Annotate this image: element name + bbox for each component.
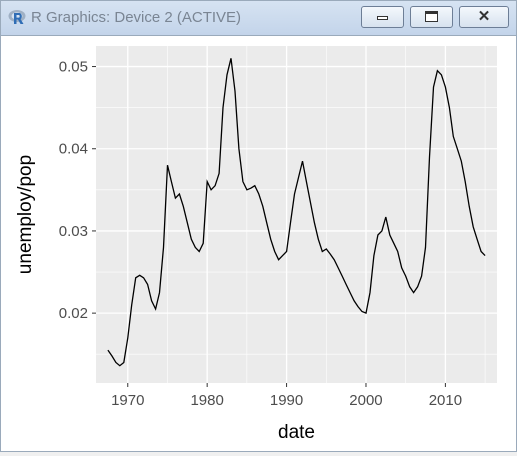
minimize-icon xyxy=(377,16,388,20)
y-tick-label: 0.05 xyxy=(59,59,88,76)
plot-canvas: 1970 1980 1990 2000 2010 0.02 0.03 0.04 0.05 da… xyxy=(1,36,516,451)
y-tick-label: 0.02 xyxy=(59,305,88,322)
r-logo-icon xyxy=(8,10,26,24)
close-button[interactable]: ✕ xyxy=(459,6,509,28)
title-bar[interactable]: R Graphics: Device 2 (ACTIVE) ✕ xyxy=(1,1,516,36)
x-axis-label: date xyxy=(278,422,315,443)
maximize-button[interactable] xyxy=(410,6,453,28)
y-axis-ticks: 0.02 0.03 0.04 0.05 xyxy=(59,59,96,322)
x-tick-label: 2000 xyxy=(349,392,382,409)
series-line xyxy=(107,58,486,367)
y-axis-label: unemploy/pop xyxy=(15,155,36,274)
y-tick-label: 0.03 xyxy=(59,223,88,240)
window-title: R Graphics: Device 2 (ACTIVE) xyxy=(31,9,242,26)
x-tick-label: 1970 xyxy=(111,392,144,409)
minor-gridlines xyxy=(96,46,497,383)
close-icon: ✕ xyxy=(477,8,491,25)
x-axis-ticks: 1970 1980 1990 2000 2010 xyxy=(111,383,462,409)
minimize-button[interactable] xyxy=(361,6,404,28)
y-tick-label: 0.04 xyxy=(59,141,88,158)
maximize-icon xyxy=(425,11,438,22)
plot-panel xyxy=(96,46,497,383)
line-chart: 1970 1980 1990 2000 2010 0.02 0.03 0.04 0.05 da… xyxy=(15,46,497,443)
x-tick-label: 2010 xyxy=(429,392,462,409)
x-tick-label: 1980 xyxy=(190,392,223,409)
x-tick-label: 1990 xyxy=(270,392,303,409)
